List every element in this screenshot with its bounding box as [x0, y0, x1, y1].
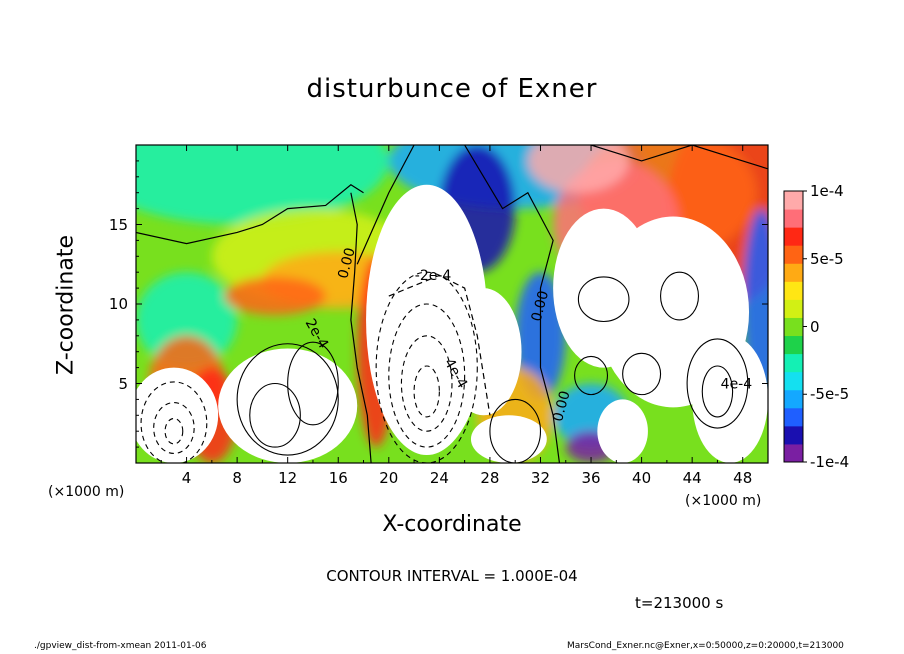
colorbar-swatch	[784, 209, 803, 228]
x-tick-label: 8	[232, 469, 242, 487]
contour-label: -2e-4	[415, 268, 452, 284]
contour-ring	[660, 271, 700, 321]
colorbar-swatch	[784, 389, 803, 409]
saturated-region	[470, 415, 547, 463]
y-tick-label: 10	[108, 295, 128, 313]
contour-ring	[287, 341, 339, 426]
contour-ring	[375, 271, 478, 463]
colorbar-swatch	[784, 335, 803, 355]
colorbar-swatch	[784, 371, 803, 391]
contour-ring	[574, 355, 609, 396]
contour-ring	[701, 365, 734, 418]
x-tick-label: 20	[379, 469, 399, 487]
colorbar-swatch	[784, 317, 803, 337]
saturated-region	[218, 348, 358, 463]
colorbar-swatch	[784, 443, 803, 463]
contour-ring	[388, 303, 466, 448]
contour-ring	[400, 335, 453, 432]
contour-ring	[577, 276, 630, 323]
contour-ring	[153, 402, 195, 455]
y-axis-label: Z-coordinate	[53, 235, 79, 375]
colorbar-tick-label: 1e-4	[810, 182, 844, 200]
time-stamp: t=213000 s	[635, 594, 724, 612]
contour-line	[350, 192, 372, 463]
colorbar	[783, 190, 807, 463]
colorbar-tick-label: 0	[810, 317, 820, 336]
x-tick-label: 28	[480, 469, 500, 487]
contour-label: 0.00	[335, 246, 359, 280]
contour-line	[590, 145, 768, 170]
contour-interval-note: CONTOUR INTERVAL = 1.000E-04	[326, 567, 578, 585]
chart-title: disturbunce of Exner	[306, 74, 598, 104]
colorbar-swatch	[784, 191, 803, 210]
contour-ring	[140, 381, 208, 463]
y-tick-label: 5	[118, 374, 128, 393]
contour-ring	[489, 398, 542, 463]
contour-ring	[622, 352, 662, 396]
colorbar-swatch	[784, 425, 803, 445]
saturated-region	[136, 367, 219, 463]
colorbar-tick-label: 5e-5	[810, 249, 844, 268]
contour-ring	[249, 382, 301, 448]
field-patch	[224, 276, 326, 316]
x-tick-label: 44	[682, 469, 702, 487]
contour-ring	[686, 338, 749, 429]
colorbar-tick-label: -5e-5	[810, 385, 850, 404]
x-tick-label: 16	[328, 469, 348, 487]
field-patch	[136, 272, 238, 368]
x-tick-label: 24	[429, 469, 449, 487]
x-tick-label: 36	[581, 469, 601, 487]
footer-right: MarsCond_Exner.nc@Exner,x=0:50000,z=0:20…	[567, 641, 844, 651]
x-tick-label: 40	[632, 469, 652, 487]
saturated-region	[445, 288, 522, 416]
x-tick-label: 32	[530, 469, 551, 487]
colorbar-tick-label: -1e-4	[810, 453, 850, 471]
colorbar-swatch	[784, 227, 803, 246]
colorbar-swatch	[784, 299, 803, 318]
contour-ring	[236, 343, 339, 456]
footer-left: ./gpview_dist-from-xmean 2011-01-06	[34, 641, 207, 651]
contour-line	[388, 274, 491, 416]
color-field	[136, 145, 768, 463]
x-tick-label: 4	[181, 469, 192, 487]
contour-label: 0.00	[529, 289, 553, 323]
saturated-region	[597, 399, 648, 463]
x-tick-label: 48	[733, 469, 753, 487]
contour-ring	[164, 417, 184, 445]
contour-label: 0.00	[550, 389, 574, 423]
field-patch	[136, 145, 389, 225]
colorbar-swatch	[784, 407, 803, 427]
y-tick-label: 15	[108, 215, 128, 234]
contour-line	[464, 145, 561, 463]
contour-line	[136, 184, 364, 245]
contour-label: 4e-4	[721, 376, 753, 392]
field-patch	[527, 145, 629, 193]
x-tick-label: 12	[278, 469, 298, 487]
y-unit-label: (×1000 m)	[48, 484, 125, 500]
axis-ticks	[136, 145, 768, 463]
colorbar-swatch	[784, 263, 803, 282]
colorbar-swatch	[784, 245, 803, 264]
colorbar-swatch	[784, 281, 803, 300]
x-axis-label: X-coordinate	[382, 512, 522, 537]
colorbar-swatch	[784, 353, 803, 373]
contour-ring	[413, 365, 440, 418]
contour-line	[356, 145, 415, 265]
x-unit-label: (×1000 m)	[685, 493, 762, 509]
